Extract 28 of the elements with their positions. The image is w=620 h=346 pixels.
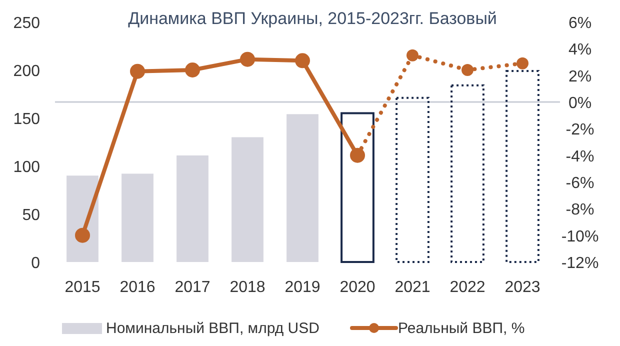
x-tick-label: 2017 xyxy=(174,279,210,296)
legend-label: Номинальный ВВП, млрд USD xyxy=(106,320,320,337)
y-tick-label: 0 xyxy=(31,255,40,272)
x-tick-label: 2016 xyxy=(120,279,156,296)
y2-tick-label: -12% xyxy=(561,255,599,272)
legend-label: Реальный ВВП, % xyxy=(398,320,525,337)
x-tick-label: 2023 xyxy=(504,279,540,296)
x-tick-label: 2022 xyxy=(450,279,486,296)
y-tick-label: 200 xyxy=(13,63,40,80)
x-tick-label: 2019 xyxy=(284,279,320,296)
y-tick-label: 100 xyxy=(13,159,40,176)
y2-tick-label: 2% xyxy=(568,68,592,86)
x-tick-label: 2021 xyxy=(394,279,430,296)
y-tick-label: 150 xyxy=(13,111,40,128)
y-tick-label: 250 xyxy=(13,15,40,32)
x-tick-label: 2018 xyxy=(230,279,266,296)
y-tick-label: 50 xyxy=(22,207,40,224)
y2-tick-label: -10% xyxy=(561,228,599,246)
y2-tick-label: -8% xyxy=(566,202,594,219)
x-tick-label: 2015 xyxy=(64,279,100,296)
y2-tick-label: 4% xyxy=(568,42,592,59)
y2-tick-label: -6% xyxy=(566,175,594,192)
x-tick-label: 2020 xyxy=(340,279,376,296)
y2-tick-label: -4% xyxy=(566,148,594,166)
y2-tick-label: -2% xyxy=(566,122,594,139)
y2-tick-label: 6% xyxy=(568,15,592,32)
y2-tick-label: 0% xyxy=(568,95,592,112)
chart-title: Динамика ВВП Украины, 2015-2023гг. Базовый xyxy=(128,9,497,28)
